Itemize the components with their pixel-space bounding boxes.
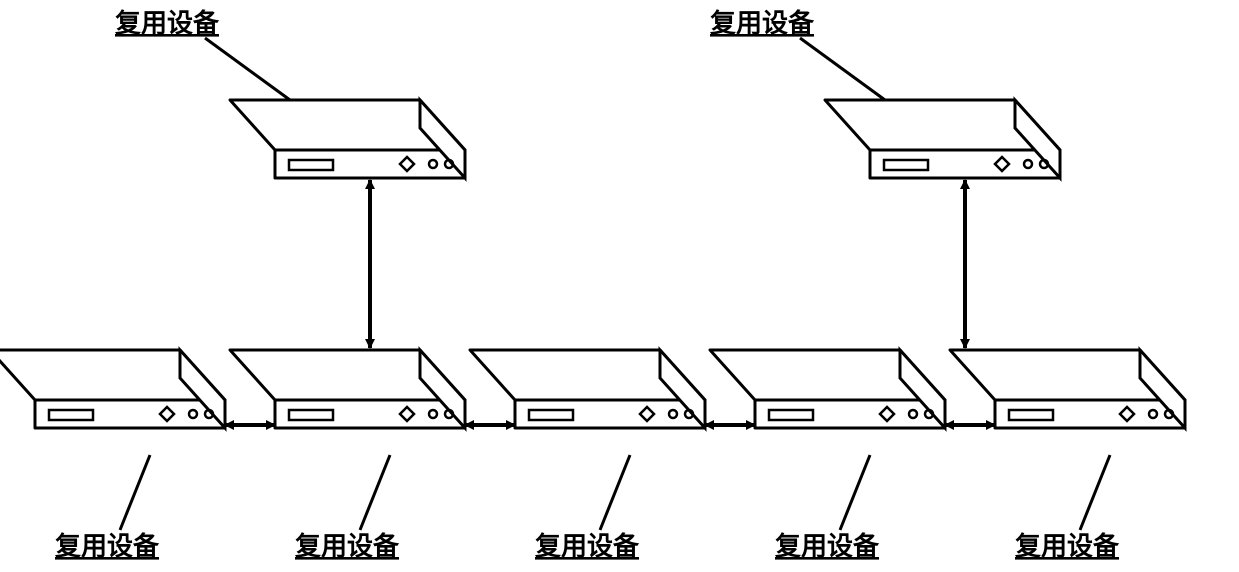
device-bottom-4 xyxy=(710,350,945,428)
device-top-1 xyxy=(230,100,465,178)
label-bot-2: 复用设备 xyxy=(295,532,400,561)
device-bottom-3 xyxy=(470,350,705,428)
label-top-1: 复用设备 xyxy=(115,9,220,38)
diagram-canvas: 复用设备复用设备复用设备复用设备复用设备复用设备复用设备 xyxy=(0,0,1239,572)
leader-bot-1 xyxy=(120,455,150,530)
label-bot-4: 复用设备 xyxy=(775,532,880,561)
label-top-2: 复用设备 xyxy=(710,9,815,38)
device-top-2 xyxy=(825,100,1060,178)
leader-top-2 xyxy=(800,38,885,100)
device-bottom-1 xyxy=(0,350,225,428)
leader-bot-5 xyxy=(1080,455,1110,530)
label-bot-3: 复用设备 xyxy=(535,532,640,561)
leader-bot-4 xyxy=(840,455,870,530)
label-bot-1: 复用设备 xyxy=(55,532,160,561)
leader-top-1 xyxy=(205,38,290,100)
device-bottom-5 xyxy=(950,350,1185,428)
device-bottom-2 xyxy=(230,350,465,428)
label-bot-5: 复用设备 xyxy=(1015,532,1120,561)
leader-bot-2 xyxy=(360,455,390,530)
leader-bot-3 xyxy=(600,455,630,530)
